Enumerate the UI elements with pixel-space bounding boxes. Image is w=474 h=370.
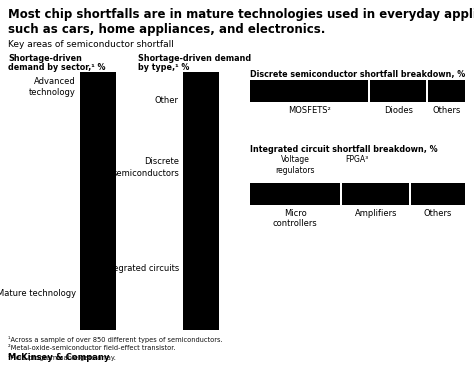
- Text: Most chip shortfalls are in mature technologies used in everyday applications: Most chip shortfalls are in mature techn…: [8, 8, 474, 21]
- Bar: [411, 183, 465, 205]
- Text: Diodes: Diodes: [384, 106, 413, 115]
- Bar: [342, 183, 409, 205]
- Bar: [80, 72, 116, 258]
- Text: Integrated circuits: Integrated circuits: [102, 263, 179, 273]
- Text: by type,¹ %: by type,¹ %: [138, 63, 190, 72]
- Text: FPGA³: FPGA³: [345, 155, 369, 164]
- Bar: [183, 206, 219, 330]
- Text: ³Field-programmable gate array.: ³Field-programmable gate array.: [8, 354, 116, 361]
- Text: McKinsey & Company: McKinsey & Company: [8, 353, 109, 362]
- Bar: [370, 80, 426, 102]
- Text: Micro
controllers: Micro controllers: [273, 209, 318, 228]
- Text: Shortage-driven: Shortage-driven: [8, 54, 82, 63]
- Text: Others: Others: [432, 106, 461, 115]
- Bar: [250, 80, 368, 102]
- Text: Key areas of semiconductor shortfall: Key areas of semiconductor shortfall: [8, 40, 174, 49]
- Text: Shortage-driven demand: Shortage-driven demand: [138, 54, 251, 63]
- Bar: [428, 80, 465, 102]
- Text: ¹Across a sample of over 850 different types of semiconductors.: ¹Across a sample of over 850 different t…: [8, 336, 223, 343]
- Text: such as cars, home appliances, and electronics.: such as cars, home appliances, and elect…: [8, 23, 325, 36]
- Bar: [183, 129, 219, 206]
- Text: Discrete
semiconductors: Discrete semiconductors: [112, 157, 179, 178]
- Text: Other: Other: [155, 96, 179, 105]
- Text: MOSFETS²: MOSFETS²: [288, 106, 330, 115]
- Bar: [80, 258, 116, 330]
- Text: Voltage
regulators: Voltage regulators: [275, 155, 315, 175]
- Bar: [183, 72, 219, 129]
- Text: Amplifiers: Amplifiers: [355, 209, 397, 218]
- Text: Integrated circuit shortfall breakdown, %: Integrated circuit shortfall breakdown, …: [250, 145, 438, 154]
- Text: ²Metal-oxide-semiconductor field-effect transistor.: ²Metal-oxide-semiconductor field-effect …: [8, 345, 175, 351]
- Text: Mature technology: Mature technology: [0, 289, 76, 298]
- Text: Others: Others: [424, 209, 452, 218]
- Text: Discrete semiconductor shortfall breakdown, %: Discrete semiconductor shortfall breakdo…: [250, 70, 465, 79]
- Text: demand by sector,¹ %: demand by sector,¹ %: [8, 63, 106, 72]
- Bar: [250, 183, 340, 205]
- Text: Advanced
technology: Advanced technology: [29, 77, 76, 97]
